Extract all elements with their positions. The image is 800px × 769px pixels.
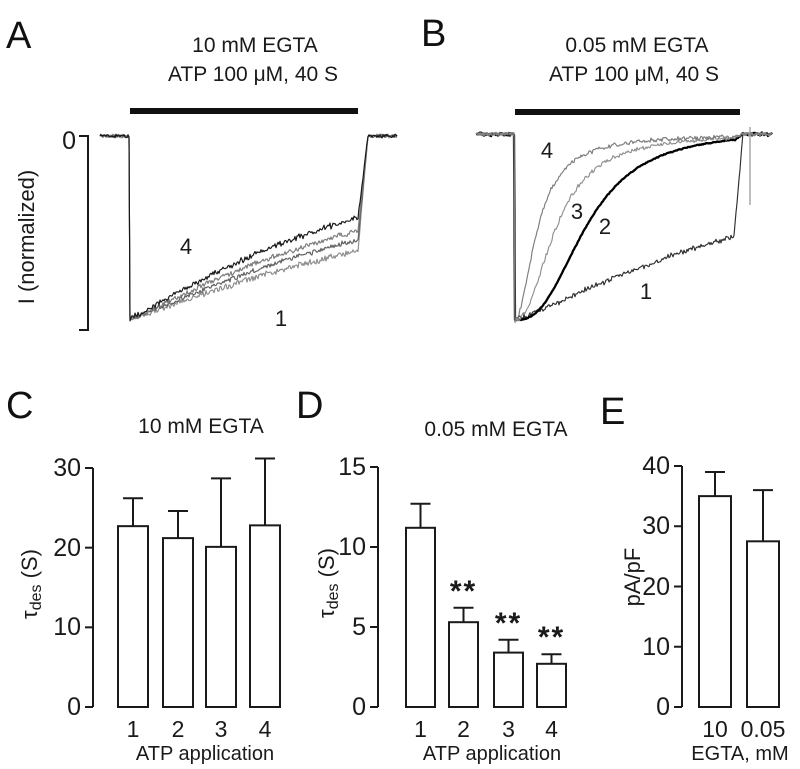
panel-letter-b: B	[421, 13, 447, 55]
panel-b-trace-2	[475, 131, 773, 322]
panel-c-y-tick-label: 30	[53, 454, 81, 482]
panel-e-y-tick-label: 10	[642, 632, 670, 661]
panel-b-trace-label-3: 3	[570, 199, 584, 224]
panel-d-y-tick-label: 5	[352, 613, 366, 641]
panel-c-xlabel: ATP application	[135, 743, 275, 765]
panel-e-y-tick-label: 20	[642, 572, 670, 601]
panel-d-bar-2	[448, 621, 479, 709]
panel-e-xlabel: EGTA, mM	[691, 743, 789, 765]
panel-b-title: 0.05 mM EGTA	[565, 34, 709, 57]
panel-e-x-tick-label: 0.05	[740, 716, 786, 742]
panel-e-bar-10	[698, 495, 732, 708]
panel-c-x-tick-label: 2	[171, 716, 185, 742]
panel-a-trace-2	[99, 133, 398, 320]
panel-a-zero-tick-label: 0	[62, 127, 76, 155]
panel-c-bar-4	[249, 524, 281, 708]
panel-letter-a: A	[6, 15, 32, 57]
panel-d-significance-2: **	[449, 574, 478, 608]
panel-letter-e: E	[600, 391, 626, 433]
panel-d-bar-3	[493, 651, 524, 708]
panel-a-trace-1	[99, 133, 398, 321]
panel-c-bar-1	[117, 525, 149, 709]
panel-b-trace-label-4: 4	[540, 138, 554, 163]
panel-c-y-tick-label: 0	[67, 693, 81, 721]
panel-c-y-tick-label: 20	[53, 533, 81, 562]
panel-d-y-tick-label: 0	[352, 693, 366, 721]
panel-e-y-tick-label: 0	[656, 693, 670, 721]
panel-c-bar-3	[205, 545, 237, 708]
panel-a-ylabel: I (normalized)	[14, 169, 39, 305]
panel-d-x-tick-label: 2	[457, 716, 470, 742]
panel-c-x-tick-label: 4	[258, 716, 272, 742]
panel-c-x-tick-label: 3	[214, 716, 228, 742]
panel-e-y-tick-label: 30	[642, 512, 670, 541]
panel-c-title: 10 mM EGTA	[138, 415, 264, 438]
panel-d-y-tick-label: 10	[338, 533, 366, 561]
panel-b-trace-3	[475, 131, 773, 322]
panel-d-y-tick-label: 15	[338, 453, 366, 481]
panel-d-bar-1	[405, 526, 436, 708]
panel-d-bar-4	[536, 662, 567, 708]
panel-d-xlabel: ATP application	[422, 743, 562, 765]
tau-subscript: des	[28, 584, 45, 611]
panel-d-x-tick-label: 3	[502, 716, 515, 742]
panel-b-application-bar	[515, 109, 740, 115]
panel-d-x-tick-label: 4	[545, 716, 558, 742]
panel-e-bar-0.05	[746, 540, 780, 708]
panel-d-x-tick-label: 1	[414, 716, 427, 742]
panel-d-significance-3: **	[494, 606, 523, 640]
panel-letter-c: C	[6, 385, 34, 427]
panel-a-application-bar	[130, 108, 358, 114]
panel-c-y-tick-label: 10	[53, 613, 81, 642]
panel-letter-d: D	[296, 385, 324, 427]
panel-a-title: 10 mM EGTA	[192, 34, 318, 57]
panel-a-subtitle: ATP 100 μM, 40 S	[167, 63, 339, 86]
panel-d-significance-4: **	[537, 621, 566, 655]
panel-e-y-tick-label: 40	[642, 452, 670, 480]
panel-b-trace-label-2: 2	[598, 214, 612, 239]
panel-b-trace-4	[475, 131, 773, 323]
panel-a-trace-label-1: 1	[274, 306, 288, 331]
panel-c-bar-2	[162, 537, 194, 709]
panel-c-x-tick-label: 1	[126, 716, 140, 742]
panel-a-scale-bracket	[79, 135, 89, 331]
panel-e-x-tick-label: 10	[702, 716, 728, 742]
panel-b-trace-1	[475, 131, 773, 321]
tau-subscript: des	[325, 583, 342, 610]
panel-a-trace-label-4: 4	[179, 234, 193, 259]
panel-b-trace-label-1: 1	[639, 279, 653, 304]
panel-b-subtitle: ATP 100 μM, 40 S	[548, 63, 720, 86]
panel-d-title: 0.05 mM EGTA	[424, 418, 568, 441]
panel-a-trace-4	[99, 133, 398, 322]
panel-a-trace-3	[99, 133, 398, 320]
